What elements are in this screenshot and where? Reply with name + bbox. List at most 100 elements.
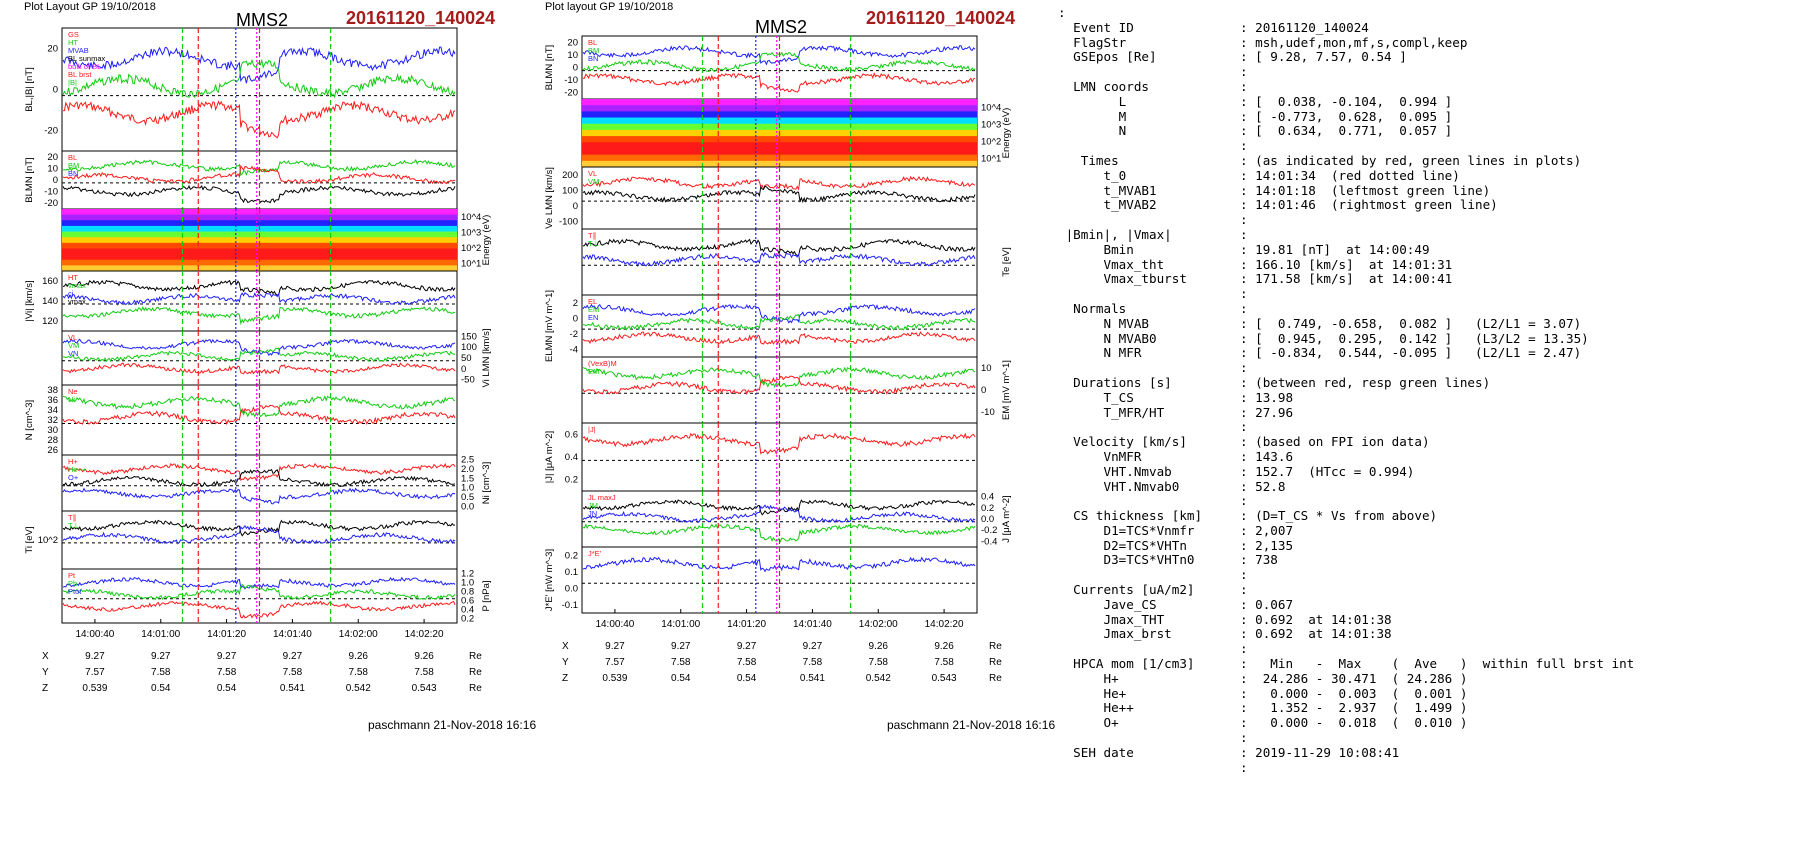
- info-line: LMN coords :: [1058, 78, 1248, 94]
- time-tick-label: 14:01:20: [207, 629, 246, 640]
- info-line: Vmax_tburst : 171.58 [km/s] at 14:00:41: [1058, 271, 1453, 287]
- y-tick-label: 34: [47, 405, 58, 416]
- series-line: [582, 375, 976, 395]
- ephemeris-value: 7.57: [605, 657, 625, 668]
- y-tick-label: -10: [44, 187, 58, 198]
- y-axis-label: |J| [μA m^-2]: [544, 431, 555, 483]
- y-tick-label: 0.6: [461, 596, 474, 607]
- info-line: FlagStr : msh,udef,mon,mf,s,compl,keep: [1058, 34, 1468, 50]
- legend-entry: EN: [588, 313, 598, 322]
- ephemeris-value: 0.54: [737, 673, 757, 684]
- panel-left-7: 10^2Ti [eV] T∥T⊥: [24, 510, 458, 570]
- info-line: :: [1058, 138, 1248, 154]
- info-line: N MFR : [ -0.834, 0.544, -0.095 ] (L2/L1…: [1058, 345, 1582, 361]
- panel-left-6: 2.52.01.51.00.50.0 Ni [cm^-3] H+He++O+: [61, 454, 492, 512]
- right-event-stamp: 20161120_140024: [866, 8, 1016, 28]
- y-tick-label: 10^4: [981, 103, 1001, 114]
- panel-right-8: 0.2 0.1 0.0 -0.1 J*E' [nW m^-3] J*E': [544, 546, 978, 614]
- ephemeris-value: 7.58: [803, 657, 823, 668]
- ephemeris-unit: Re: [989, 657, 1002, 668]
- y-tick-label: 0.2: [565, 475, 578, 486]
- y-tick-label: 10^1: [981, 154, 1001, 165]
- y-tick-label: 0.5: [461, 492, 474, 503]
- legend-entry: BL: [68, 153, 77, 162]
- y-tick-label: -50: [461, 375, 475, 386]
- y-axis-label: Te [eV]: [1001, 247, 1012, 277]
- ephemeris-row-label: Z: [42, 683, 48, 694]
- info-line: :: [1058, 641, 1248, 657]
- y-tick-label: 36: [47, 395, 58, 406]
- y-tick-label: 10^1: [461, 258, 481, 269]
- y-tick-label: 1.5: [461, 473, 474, 484]
- y-tick-label: 120: [42, 316, 58, 327]
- y-tick-label: 1.2: [461, 569, 474, 580]
- ephemeris-row-label: Y: [562, 657, 569, 668]
- ephemeris-row-label: Z: [562, 673, 568, 684]
- y-tick-label: 0.0: [461, 501, 474, 512]
- legend-entry: Ni: [68, 395, 75, 404]
- time-tick-label: 14:00:40: [75, 629, 114, 640]
- ephemeris-unit: Re: [469, 667, 482, 678]
- y-tick-label: -0.4: [981, 536, 997, 547]
- info-line: Times : (as indicated by red, green line…: [1058, 152, 1582, 168]
- left-layout-label: Plot Layout GP 19/10/2018: [24, 1, 156, 13]
- ephemeris-row-label: X: [562, 641, 569, 652]
- y-tick-label: 10^3: [461, 227, 481, 238]
- ephemeris-value: 9.26: [414, 651, 434, 662]
- info-line: :: [1058, 360, 1248, 376]
- legend-entry: BM: [588, 46, 599, 55]
- legend-entry: EM: [588, 367, 599, 376]
- y-tick-label: 10: [47, 163, 58, 174]
- info-line: N MVAB0 : [ 0.945, 0.295, 0.142 ] (L3/L2…: [1058, 330, 1589, 346]
- y-tick-label: 10^3: [981, 120, 1001, 131]
- ephemeris-row-label: Y: [42, 667, 49, 678]
- y-tick-label: 100: [562, 185, 578, 196]
- series-line: [62, 600, 456, 619]
- info-line: VHT.Nmvab0 : 52.8: [1058, 478, 1286, 494]
- legend-entry: ci: [68, 289, 74, 298]
- spectrogram-band: [582, 111, 977, 119]
- y-tick-label: -0.2: [981, 525, 997, 536]
- y-tick-label: 150: [461, 331, 477, 342]
- panel-right-3: Te [eV] T∥T⊥: [581, 228, 1012, 296]
- y-tick-label: -4: [570, 344, 578, 355]
- info-line: Velocity [km/s] : (based on FPI ion data…: [1058, 434, 1430, 450]
- ephemeris-value: 0.54: [671, 673, 691, 684]
- ephemeris-value: 7.58: [869, 657, 889, 668]
- info-line: VnMFR : 143.6: [1058, 448, 1294, 464]
- y-axis-label: BL,|B| [nT]: [24, 67, 35, 112]
- info-line: :: [1058, 212, 1248, 228]
- y-tick-label: 10: [981, 363, 992, 374]
- y-tick-label: 0.6: [565, 429, 578, 440]
- ephemeris-value: 7.57: [85, 667, 105, 678]
- y-axis-label: ELMN [mV m^-1]: [544, 290, 555, 362]
- info-line: VHT.Nmvab : 152.7 (HTcc = 0.994): [1058, 463, 1415, 479]
- ephemeris-value: 9.27: [217, 651, 237, 662]
- legend-entry: vmax: [68, 281, 86, 290]
- y-tick-label: 0.8: [461, 587, 474, 598]
- ephemeris-value: 9.26: [869, 641, 889, 652]
- info-line: :: [1058, 419, 1248, 435]
- ephemeris-unit: Re: [469, 651, 482, 662]
- panel-right-5: 10 0 -10 EM [mV m^-1] (VexB)MEM: [581, 356, 1012, 424]
- time-tick-label: 14:01:40: [793, 619, 832, 630]
- time-tick-label: 14:02:00: [859, 619, 898, 630]
- y-tick-label: 0.4: [461, 605, 474, 616]
- y-tick-label: 0.2: [461, 614, 474, 625]
- spectrogram-band: [62, 220, 457, 227]
- legend-entry: O+: [68, 473, 79, 482]
- series-line: [62, 305, 456, 326]
- y-axis-label: Ni [cm^-3]: [481, 462, 492, 504]
- y-tick-label: 10^2: [38, 535, 58, 546]
- ephemeris-value: 7.58: [217, 667, 237, 678]
- legend-entry: VL: [68, 333, 77, 342]
- info-line: |Bmin|, |Vmax| :: [1058, 226, 1248, 242]
- legend-entry: BL: [588, 38, 597, 47]
- ephemeris-value: 0.543: [932, 673, 957, 684]
- y-tick-label: 0: [573, 63, 578, 74]
